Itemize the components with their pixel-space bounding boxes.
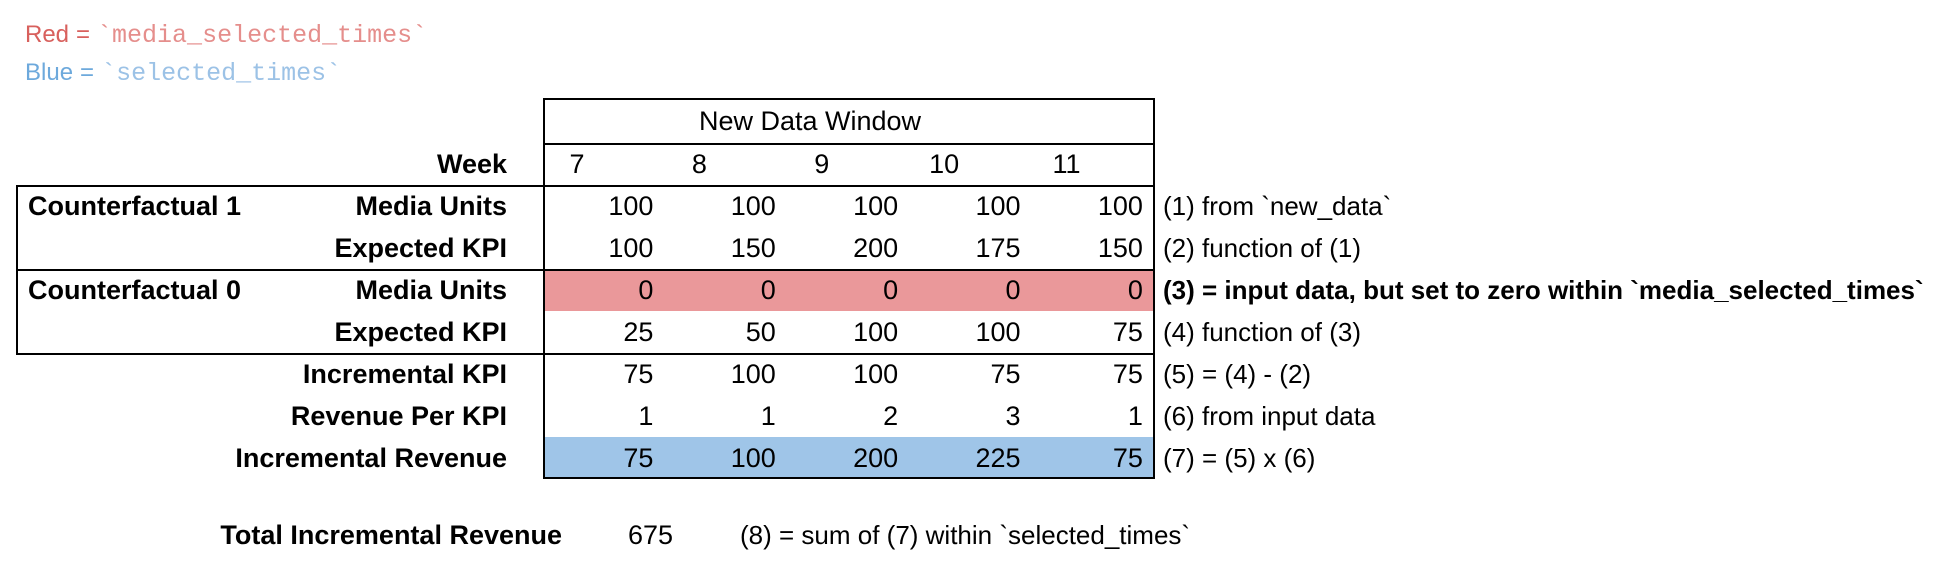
table-row: 75 100 200 225 75 — [543, 437, 1155, 479]
row-note: (7) = (5) x (6) — [1163, 443, 1316, 473]
row-note: (6) from input data — [1163, 401, 1376, 431]
grid-divider — [543, 185, 1155, 187]
table-row: 0 0 0 0 0 — [543, 269, 1155, 311]
legend-red-label: Red — [25, 21, 70, 48]
week-label: Week — [436, 149, 507, 179]
data-cell: 100 — [608, 191, 654, 221]
table-row: 100 150 200 175 150 — [543, 227, 1155, 269]
legend-blue-line: Blue = `selected_times` — [25, 56, 341, 90]
equals-sign: = — [80, 59, 95, 86]
group-label-counterfactual-0: Counterfactual 0 — [28, 275, 242, 305]
data-cell: 200 — [853, 233, 899, 263]
data-cell: 100 — [1097, 191, 1143, 221]
data-cell: 150 — [1097, 233, 1143, 263]
week-cell: 11 — [1052, 149, 1081, 179]
counterfactual-1-box — [16, 185, 543, 271]
data-cell: 100 — [975, 191, 1021, 221]
data-cell: 175 — [975, 233, 1021, 263]
total-value: 675 — [627, 520, 673, 550]
legend-blue-label: Blue — [25, 59, 74, 86]
data-window-title: New Data Window — [698, 106, 922, 136]
row-label: Media Units — [355, 191, 507, 221]
legend-red-code: `media_selected_times` — [97, 21, 428, 50]
data-cell: 50 — [745, 317, 776, 347]
data-cell: 0 — [883, 275, 899, 305]
table-row: 75 100 100 75 75 — [543, 353, 1155, 395]
table-row: 100 100 100 100 100 — [543, 185, 1155, 227]
row-label: Expected KPI — [334, 317, 507, 347]
row-label: Expected KPI — [334, 233, 507, 263]
data-cell: 0 — [760, 275, 776, 305]
data-cell: 75 — [623, 359, 654, 389]
data-cell: 100 — [975, 317, 1021, 347]
row-highlight-blue — [545, 437, 1153, 477]
data-cell: 0 — [1127, 275, 1143, 305]
row-highlight-red — [545, 271, 1153, 311]
week-cell: 10 — [929, 149, 960, 179]
data-cell: 225 — [975, 443, 1021, 473]
data-cell: 100 — [853, 317, 899, 347]
row-label: Revenue Per KPI — [290, 401, 507, 431]
data-grid-box — [543, 143, 1155, 479]
data-cell: 75 — [1112, 359, 1143, 389]
data-cell: 75 — [990, 359, 1021, 389]
row-note: (3) = input data, but set to zero within… — [1163, 275, 1924, 305]
row-note: (2) function of (1) — [1163, 233, 1361, 263]
data-cell: 1 — [760, 401, 776, 431]
row-note: (4) function of (3) — [1163, 317, 1361, 347]
data-cell: 75 — [623, 443, 654, 473]
data-cell: 1 — [1127, 401, 1143, 431]
equals-sign: = — [76, 21, 91, 48]
row-note: (5) = (4) - (2) — [1163, 359, 1312, 389]
week-row: 7 8 9 10 11 — [543, 143, 1155, 185]
grid-divider — [543, 353, 1155, 355]
week-cell: 8 — [691, 149, 707, 179]
table-row: 25 50 100 100 75 — [543, 311, 1155, 353]
data-cell: 150 — [730, 233, 776, 263]
data-cell: 75 — [1112, 317, 1143, 347]
data-cell: 0 — [1005, 275, 1021, 305]
counterfactual-0-box — [16, 269, 543, 355]
legend-blue-code: `selected_times` — [101, 59, 342, 88]
week-cell: 7 — [569, 149, 585, 179]
total-note: (8) = sum of (7) within `selected_times` — [740, 520, 1191, 550]
group-label-counterfactual-1: Counterfactual 1 — [28, 191, 242, 221]
data-cell: 200 — [853, 443, 899, 473]
data-cell: 1 — [638, 401, 654, 431]
table-row: 1 1 2 3 1 — [543, 395, 1155, 437]
data-cell: 25 — [623, 317, 654, 347]
data-cell: 0 — [638, 275, 654, 305]
row-label: Incremental KPI — [302, 359, 507, 389]
row-label: Media Units — [355, 275, 507, 305]
data-cell: 75 — [1112, 443, 1143, 473]
data-window-header-box — [543, 98, 1155, 143]
data-cell: 3 — [1005, 401, 1021, 431]
total-label: Total Incremental Revenue — [220, 520, 562, 550]
row-note: (1) from `new_data` — [1163, 191, 1392, 221]
data-cell: 100 — [853, 191, 899, 221]
data-cell: 100 — [730, 359, 776, 389]
row-label: Incremental Revenue — [235, 443, 507, 473]
week-cell: 9 — [814, 149, 830, 179]
data-cell: 100 — [853, 359, 899, 389]
data-cell: 2 — [883, 401, 899, 431]
data-cell: 100 — [730, 443, 776, 473]
grid-divider — [543, 269, 1155, 271]
data-cell: 100 — [730, 191, 776, 221]
data-cell: 100 — [608, 233, 654, 263]
legend-red-line: Red = `media_selected_times` — [25, 18, 427, 52]
